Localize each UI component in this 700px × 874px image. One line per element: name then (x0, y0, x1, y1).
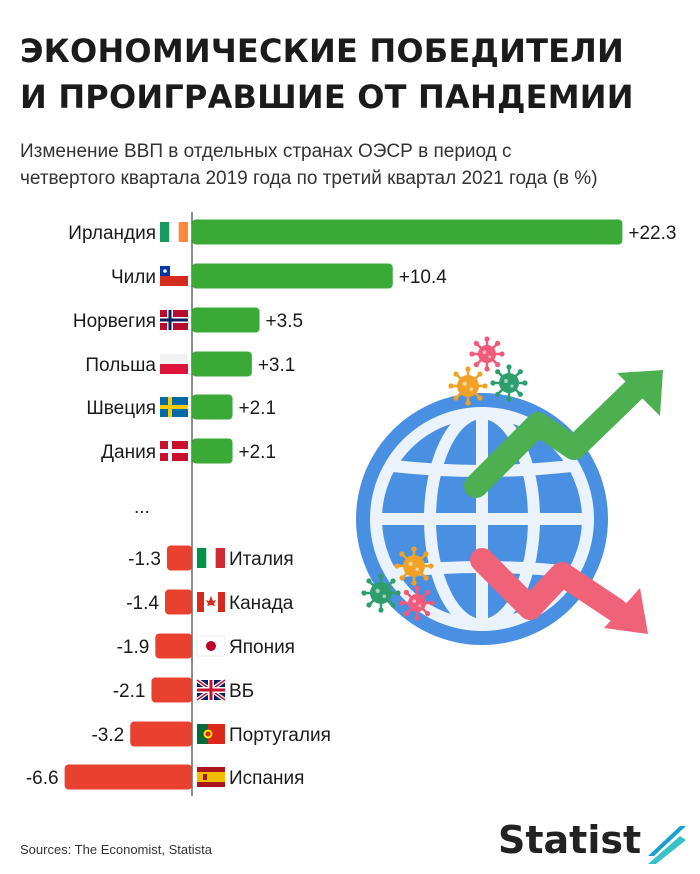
bar-negative (151, 677, 192, 703)
spain-flag (197, 767, 225, 787)
value-label: +10.4 (399, 267, 448, 288)
logo-text: Statist (498, 818, 642, 862)
chile-flag (160, 266, 188, 286)
country-label: Польша (85, 355, 156, 376)
country-label: Канада (229, 593, 294, 614)
bar-positive (192, 307, 260, 333)
logo-mark-icon (648, 826, 686, 864)
country-label: Испания (229, 768, 304, 789)
country-label: Португалия (229, 725, 331, 746)
poland-flag (160, 354, 188, 374)
value-label: +2.1 (239, 398, 277, 419)
bar-positive (192, 438, 233, 464)
bar-negative (155, 633, 192, 659)
bar-negative (166, 545, 192, 571)
bar-positive (192, 351, 252, 377)
virus-icon (448, 366, 488, 406)
gap-ellipsis: ... (134, 497, 150, 518)
country-label: Ирландия (68, 223, 156, 244)
denmark-flag (160, 441, 188, 461)
down-trend-arrow-icon (470, 548, 648, 634)
sweden-flag (160, 397, 188, 417)
value-label: -3.2 (91, 725, 124, 746)
virus-icon (361, 573, 401, 613)
country-label: Норвегия (73, 311, 156, 332)
bar-positive (192, 394, 233, 420)
virus-icon (490, 364, 528, 402)
country-label: Чили (111, 267, 156, 288)
value-label: +22.3 (628, 223, 676, 244)
italy-flag (197, 548, 225, 568)
subtitle-line-1: Изменение ВВП в отдельных странах ОЭСР в… (20, 141, 512, 162)
country-label: ВБ (229, 681, 254, 702)
page-subtitle: Изменение ВВП в отдельных странах ОЭСР в… (20, 138, 598, 192)
bar-positive (192, 263, 393, 289)
value-label: -1.4 (126, 593, 159, 614)
uk-flag (195, 678, 227, 702)
canada-flag (197, 592, 225, 612)
source-note: Sources: The Economist, Statista (20, 842, 212, 857)
japan-flag (196, 635, 226, 657)
bar-negative (64, 764, 192, 790)
country-label: Италия (229, 549, 294, 570)
value-label: -1.3 (128, 549, 161, 570)
portugal-flag (197, 724, 225, 744)
norway-flag (160, 310, 188, 330)
bar-negative (130, 721, 192, 747)
value-label: -2.1 (113, 681, 146, 702)
value-label: +3.5 (266, 311, 304, 332)
bar-positive (192, 219, 623, 245)
bar-negative (164, 589, 192, 615)
value-label: +3.1 (258, 355, 296, 376)
value-label: -6.6 (26, 768, 59, 789)
subtitle-line-2: четвертого квартала 2019 года по третий … (20, 168, 598, 189)
virus-icon (394, 546, 434, 586)
virus-icon (399, 585, 435, 621)
value-label: -1.9 (117, 637, 150, 658)
ireland-flag (160, 222, 188, 242)
up-trend-arrow-icon (464, 370, 663, 498)
value-label: +2.1 (239, 442, 277, 463)
virus-icon (469, 336, 505, 372)
country-label: Дания (101, 442, 156, 463)
country-label: Япония (229, 637, 295, 658)
page-title: ЭКОНОМИЧЕСКИЕ ПОБЕДИТЕЛИ И ПРОИГРАВШИЕ О… (20, 32, 634, 116)
statista-logo: Statist (498, 818, 688, 870)
country-label: Швеция (86, 398, 156, 419)
